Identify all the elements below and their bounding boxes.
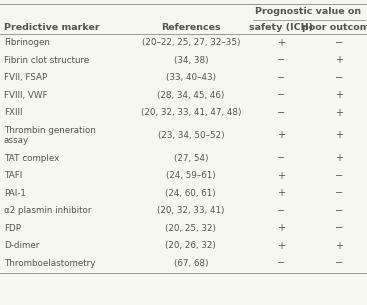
Text: Fibrinogen: Fibrinogen: [4, 38, 50, 47]
Text: (34, 38): (34, 38): [174, 56, 208, 65]
Text: +: +: [277, 223, 285, 233]
Text: D-dimer: D-dimer: [4, 241, 39, 250]
Text: −: −: [277, 73, 285, 83]
Text: −: −: [277, 206, 285, 216]
Text: (28, 34, 45, 46): (28, 34, 45, 46): [157, 91, 225, 100]
Text: +: +: [335, 108, 342, 118]
Text: (27, 54): (27, 54): [174, 154, 208, 163]
Text: +: +: [335, 90, 342, 100]
Text: −: −: [277, 55, 285, 65]
Text: −: −: [334, 206, 343, 216]
Text: (20, 25, 32): (20, 25, 32): [166, 224, 216, 233]
Text: +: +: [277, 188, 285, 198]
Text: −: −: [334, 223, 343, 233]
Text: FVIII, VWF: FVIII, VWF: [4, 91, 47, 100]
Text: +: +: [277, 171, 285, 181]
Text: poor outcome: poor outcome: [302, 23, 367, 31]
Text: FXIII: FXIII: [4, 108, 22, 117]
Text: +: +: [277, 241, 285, 251]
Text: −: −: [334, 38, 343, 48]
Text: +: +: [277, 38, 285, 48]
Text: Prognostic value on: Prognostic value on: [255, 8, 361, 16]
Text: Fibrin clot structure: Fibrin clot structure: [4, 56, 89, 65]
Text: (24, 60, 61): (24, 60, 61): [166, 189, 216, 198]
Text: (33, 40–43): (33, 40–43): [166, 73, 216, 82]
Text: TAFI: TAFI: [4, 171, 22, 180]
Text: +: +: [335, 153, 342, 163]
Text: (20, 32, 33, 41): (20, 32, 33, 41): [157, 206, 225, 215]
Text: +: +: [335, 55, 342, 65]
Text: α2 plasmin inhibitor: α2 plasmin inhibitor: [4, 206, 91, 215]
Text: −: −: [334, 73, 343, 83]
Text: PAI-1: PAI-1: [4, 189, 26, 198]
Text: −: −: [334, 258, 343, 268]
Text: Predictive marker: Predictive marker: [4, 23, 99, 31]
Text: safety (ICH): safety (ICH): [249, 23, 313, 31]
Text: FVII, FSAP: FVII, FSAP: [4, 73, 47, 82]
Text: (20, 26, 32): (20, 26, 32): [166, 241, 216, 250]
Text: −: −: [277, 108, 285, 118]
Text: Thromboelastometry: Thromboelastometry: [4, 259, 95, 268]
Text: −: −: [334, 171, 343, 181]
Text: (20–22, 25, 27, 32–35): (20–22, 25, 27, 32–35): [142, 38, 240, 47]
Text: +: +: [335, 131, 342, 141]
Text: Thrombin generation
assay: Thrombin generation assay: [4, 126, 95, 145]
Text: −: −: [277, 90, 285, 100]
Text: −: −: [277, 153, 285, 163]
Text: (23, 34, 50–52): (23, 34, 50–52): [157, 131, 224, 140]
Text: (67, 68): (67, 68): [174, 259, 208, 268]
Text: (24, 59–61): (24, 59–61): [166, 171, 216, 180]
Text: References: References: [161, 23, 221, 31]
Text: −: −: [277, 258, 285, 268]
Text: −: −: [334, 188, 343, 198]
Text: TAT complex: TAT complex: [4, 154, 59, 163]
Text: +: +: [277, 131, 285, 141]
Text: FDP: FDP: [4, 224, 21, 233]
Text: +: +: [335, 241, 342, 251]
Text: (20, 32, 33, 41, 47, 48): (20, 32, 33, 41, 47, 48): [141, 108, 241, 117]
